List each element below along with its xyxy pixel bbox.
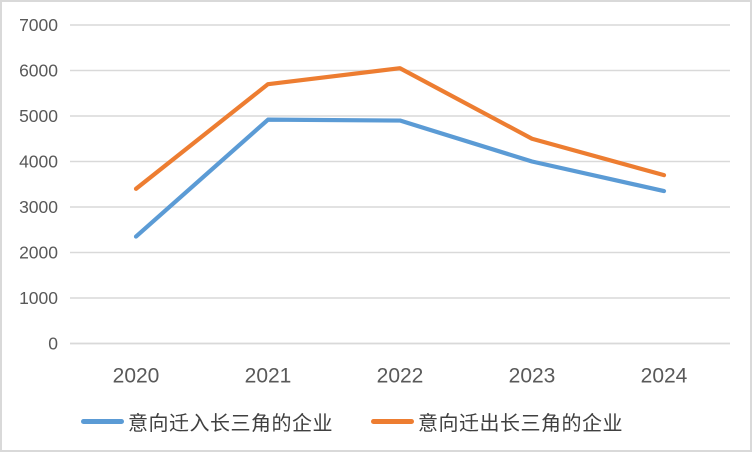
x-tick-label: 2022 [377,365,424,388]
legend-swatch-move-in [81,418,124,424]
y-tick-label: 5000 [19,106,58,126]
x-tick-label: 2023 [509,365,556,388]
legend-label-move-in: 意向迁入长三角的企业 [128,412,333,435]
y-tick-label: 1000 [19,288,58,308]
y-tick-label: 6000 [19,61,58,81]
x-tick-label: 2024 [641,365,688,388]
y-tick-label: 4000 [19,152,58,172]
y-tick-label: 0 [48,334,58,354]
y-tick-label: 7000 [19,15,58,35]
x-tick-label: 2020 [113,365,160,388]
series-line-move-in [133,117,667,239]
legend-swatch-move-out [371,418,414,424]
chart-legend: 意向迁入长三角的企业 意向迁出长三角的企业 [2,405,702,437]
x-tick-label: 2021 [245,365,292,388]
legend-item-move-out: 意向迁出长三角的企业 [371,407,623,436]
legend-label-move-out: 意向迁出长三角的企业 [418,412,623,435]
legend-item-move-in: 意向迁入长三角的企业 [81,407,333,436]
y-tick-label: 2000 [19,243,58,263]
y-tick-label: 3000 [19,197,58,217]
series-line-move-out [133,66,667,191]
